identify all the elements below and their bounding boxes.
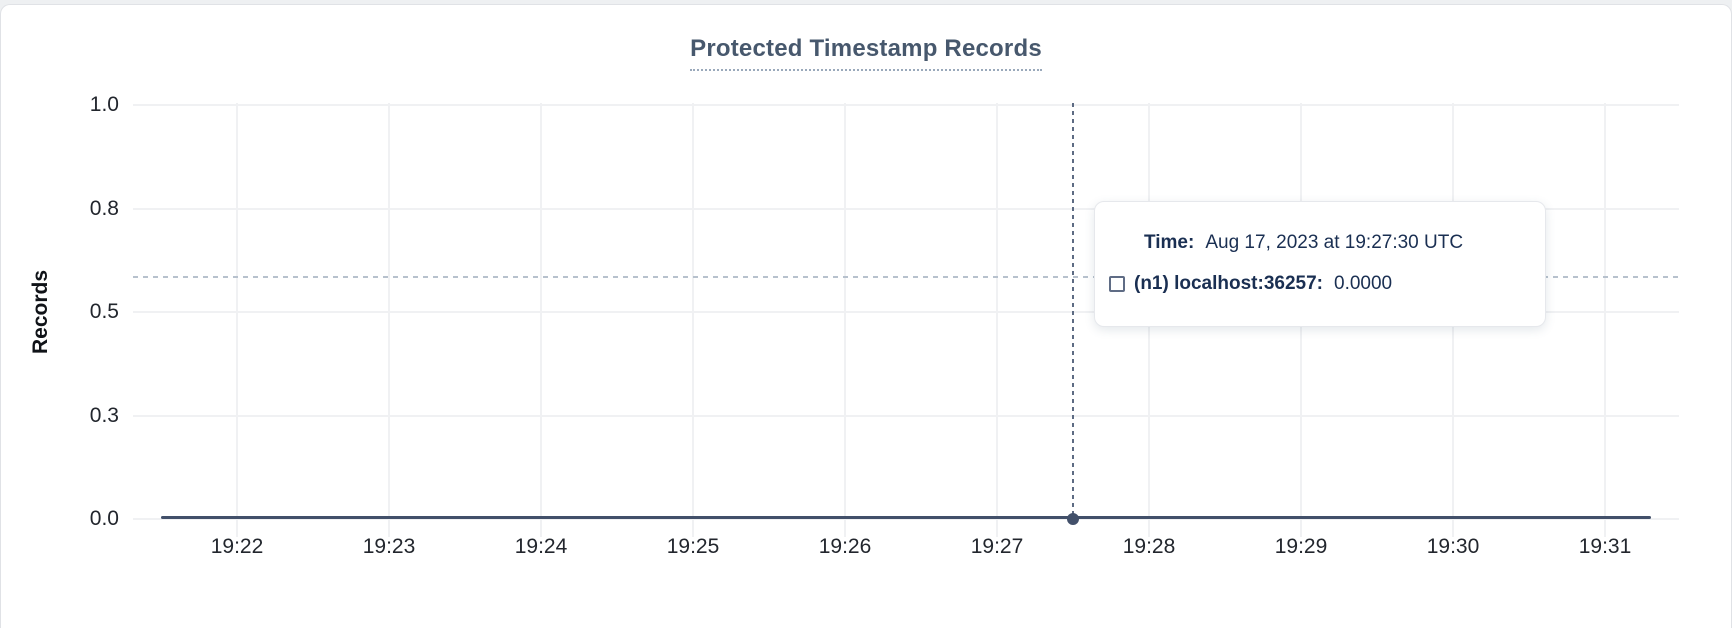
gridline-vertical (388, 103, 390, 537)
tooltip-time-label: Time: (1144, 232, 1195, 253)
y-tick-label: 0.3 (89, 403, 119, 427)
tooltip-series-label: (n1) localhost:36257: (1134, 273, 1323, 294)
gridline-horizontal (133, 414, 1679, 417)
y-tick-label: 0.8 (89, 196, 119, 220)
gridline-horizontal (133, 311, 1679, 313)
x-tick-label: 19:26 (818, 535, 872, 558)
chart-title[interactable]: Protected Timestamp Records (690, 35, 1042, 71)
x-tick-label: 19:22 (210, 535, 264, 558)
data-point-marker (1067, 513, 1079, 525)
y-tick-label: 1.0 (89, 93, 119, 116)
gridline-vertical (692, 103, 694, 537)
y-tick-label: 0.0 (89, 507, 119, 530)
gridline-horizontal (133, 207, 1679, 210)
tooltip-time-value: Aug 17, 2023 at 19:27:30 UTC (1205, 232, 1464, 253)
gridline-horizontal (133, 104, 1679, 106)
plot-area[interactable]: 1.0 0.8 0.5 0.3 0.0 19:22 19:23 19:24 19:25 19:26… (90, 93, 1679, 558)
gridline-vertical (236, 103, 238, 537)
x-tick-label: 19:24 (514, 535, 568, 558)
x-tick-label: 19:25 (666, 535, 720, 558)
series-line (161, 516, 1651, 519)
series-checkbox-icon[interactable] (1109, 276, 1125, 292)
gridline-vertical (540, 103, 542, 537)
tooltip-series-row: (n1) localhost:36257: 0.0000 (1109, 270, 1525, 298)
chart-card: Protected Timestamp Records Records 1.0 0… (0, 4, 1732, 628)
tooltip-time-row: Time: Aug 17, 2023 at 19:27:30 UTC (1109, 229, 1525, 257)
y-tick-label: 0.5 (89, 300, 119, 323)
x-tick-label: 19:31 (1578, 535, 1632, 558)
gridline-horizontal (133, 518, 1679, 520)
y-axis-label: Records (29, 269, 52, 355)
x-tick-label: 19:23 (362, 535, 416, 558)
crosshair-vertical-line (1072, 103, 1074, 516)
gridline-vertical (996, 103, 998, 537)
chart-title-wrap: Protected Timestamp Records (1, 35, 1731, 71)
x-tick-label: 19:29 (1274, 535, 1328, 558)
crosshair-horizontal-line (133, 276, 1679, 278)
gridline-vertical (844, 103, 846, 537)
hover-tooltip: Time: Aug 17, 2023 at 19:27:30 UTC (n1) … (1094, 201, 1546, 327)
gridline-vertical (1604, 103, 1606, 537)
x-tick-label: 19:28 (1122, 535, 1176, 558)
x-tick-label: 19:27 (970, 535, 1024, 558)
x-tick-label: 19:30 (1426, 535, 1480, 558)
tooltip-series-value: 0.0000 (1334, 273, 1393, 294)
